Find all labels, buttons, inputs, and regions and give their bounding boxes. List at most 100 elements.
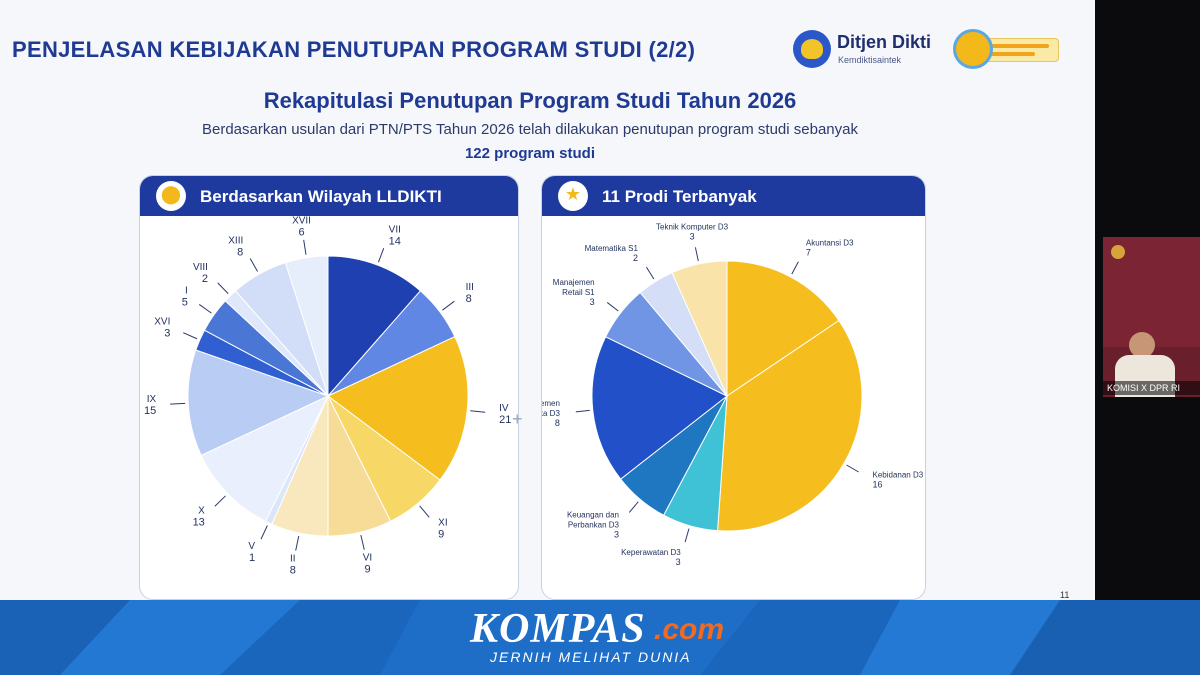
slice-label: V [248,541,255,552]
slice-label: Teknik Komputer D3 [656,222,729,231]
region-chart-panel: ⬤ Berdasarkan Wilayah LLDIKTI VII 14 III 8 I… [139,175,519,600]
leader-line [377,247,385,263]
slice-label: I [185,286,188,297]
chart-description-total: 122 program studi [464,145,596,162]
leader-line [791,261,799,275]
leader-line [214,495,226,507]
slice-value-label: 3 [590,297,595,307]
slice-label: Keperawatan D3 [621,548,681,557]
brand-suffix: .com [654,613,725,646]
slice-label: IV [499,403,509,414]
leader-line [170,402,186,405]
pie-slice [726,260,840,397]
leader-line [442,300,455,311]
pie-slice [671,260,728,397]
kompas-footer-banner [0,600,1200,675]
badge-emblem-icon [953,29,993,69]
slice-label: IX [147,394,157,405]
slice-label: XI [438,517,447,528]
slice-value-label: 1 [249,552,255,564]
slice-value-label: 8 [555,418,560,428]
pie-slice [717,319,863,532]
leader-line [575,409,590,413]
slice-value-label: 8 [466,293,472,305]
panel-header: ★ 11 Prodi Terbanyak [542,176,925,216]
slice-value-label: 3 [676,557,681,567]
speaker-head [1129,332,1155,358]
prodi-chart-panel: ★ 11 Prodi Terbanyak Akuntansi D3 7 Kebida… [541,175,926,600]
chart-heading: Rekapitulasi Penutupan Program Studi Tah… [263,88,797,113]
slice-value-label: 9 [438,528,444,540]
slice-value-label: 5 [182,297,188,309]
page-number: 11 [1060,590,1070,600]
ditjen-dikti-logo: Ditjen Dikti Kemdiktisaintek [793,30,943,70]
slice-label: Manajemen [542,399,560,408]
slice-label: III [466,282,474,293]
slice-value-label: 3 [690,231,695,241]
pie-slice [327,255,422,398]
leader-line [419,505,430,518]
slice-value-label: 9 [364,564,370,576]
slice-label: Perbankan D3 [568,520,620,529]
slice-label: VI [363,553,372,564]
slice-value-label: 21 [499,414,511,426]
plus-icon: + [512,409,523,429]
slice-value-label: 8 [237,247,243,259]
slice-value-label: 3 [614,529,619,539]
parliament-emblem-icon [1111,245,1125,259]
chart-description: Berdasarkan usulan dari PTN/PTS Tahun 20… [202,121,858,138]
slice-label: X [198,505,205,516]
logo-name: Ditjen Dikti [837,32,932,52]
slice-value-label: 3 [164,327,170,339]
slice-label: VII [389,224,401,235]
leader-line [260,525,268,540]
pie-slice [591,336,728,480]
slice-label: Kebidanan D3 [872,471,923,480]
leader-line [360,535,365,550]
logo-subtitle: Kemdiktisaintek [838,55,902,65]
leader-line [694,247,699,262]
footer-pattern [0,600,1200,675]
panel-header: ⬤ Berdasarkan Wilayah LLDIKTI [140,176,518,216]
slice-label: Informatika D3 [542,409,560,418]
pie-slice [200,394,330,522]
slice-label: XVII [292,216,311,226]
leader-line [470,410,486,413]
video-thumbnail: KOMISI X DPR RI [1103,237,1200,397]
slice-value-label: 14 [389,235,401,247]
video-caption: KOMISI X DPR RI [1103,381,1200,395]
leader-line [295,535,300,551]
leader-line [606,302,619,312]
leader-line [303,239,307,255]
slice-value-label: 6 [298,226,304,238]
leader-line [183,332,198,340]
dikti-emblem-icon [793,30,831,68]
trophy-icon: ★ [558,181,588,211]
leader-line [846,464,859,473]
kompas-logo: KOMPAS .com JERNIH MELIHAT DUNIA [470,605,750,665]
slice-label: Manajemen [553,278,595,287]
slice-label: Keuangan dan [567,510,619,519]
leader-line [646,266,655,280]
pie-slice [327,335,469,481]
leader-line [684,528,690,543]
pie-slice [284,255,329,397]
slice-label: II [290,554,296,565]
region-pie-chart: VII14III8IV21XI9VI9II8V1X13IX15XVI3I5VII… [144,216,511,577]
slide-title: PENJELASAN KEBIJAKAN PENUTUPAN PROGRAM S… [12,37,696,62]
pie-slice [187,349,330,457]
slice-label: VIII [193,262,208,273]
leader-line [217,282,229,294]
leader-line [628,501,639,513]
slice-label: Matematika S1 [585,244,639,253]
slice-value-label: 13 [193,516,205,528]
slice-value-label: 15 [144,405,156,417]
slice-value-label: 7 [806,247,811,257]
leader-line [249,258,259,272]
slice-label: XVI [154,316,170,327]
brand-name: KOMPAS [470,606,646,652]
program-badge-logo [953,29,1061,71]
slice-label: Retail S1 [562,288,595,297]
presentation-slide: PENJELASAN KEBIJAKAN PENUTUPAN PROGRAM S… [12,29,1070,600]
